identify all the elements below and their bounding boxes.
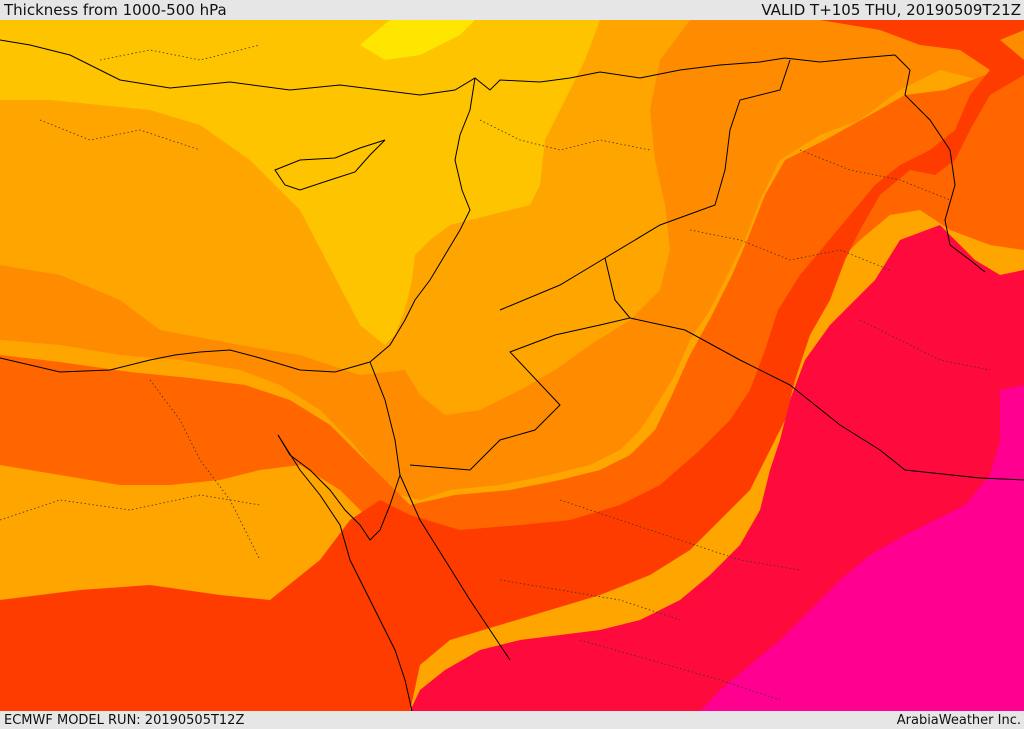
coastline-sinai-gulf (277, 361, 401, 541)
coastline-levant (369, 77, 476, 363)
model-run: ECMWF MODEL RUN: 20190505T12Z (4, 712, 245, 728)
thickness-map[interactable] (0, 20, 1024, 711)
band-red-orange (0, 20, 1024, 711)
border-iran (894, 54, 986, 273)
credit: ArabiaWeather Inc. (896, 712, 1021, 728)
coastline-red-sea-east (399, 474, 511, 661)
band-orange (0, 20, 1024, 500)
header-bar: Thickness from 1000-500 hPa VALID T+105 … (0, 0, 1024, 20)
admin-boundaries (0, 44, 991, 701)
band-yellow (360, 20, 475, 60)
border-syria-iraq (499, 59, 791, 311)
coastline-egypt (0, 349, 371, 373)
coastline-turkey (0, 39, 896, 96)
band-gold (0, 20, 600, 345)
borders (0, 39, 1024, 711)
footer-bar: ECMWF MODEL RUN: 20190505T12Z ArabiaWeat… (0, 711, 1024, 729)
band-magenta (700, 385, 1024, 711)
border-jordan-saudi (409, 257, 631, 471)
map-title: Thickness from 1000-500 hPa (4, 1, 227, 19)
coastline-red-sea-west (277, 434, 413, 711)
band-dark-orange (0, 70, 1024, 545)
border-saudi-iraq (629, 317, 1024, 481)
valid-time: VALID T+105 THU, 20190509T21Z (761, 1, 1021, 19)
coastline-cyprus (274, 139, 386, 191)
